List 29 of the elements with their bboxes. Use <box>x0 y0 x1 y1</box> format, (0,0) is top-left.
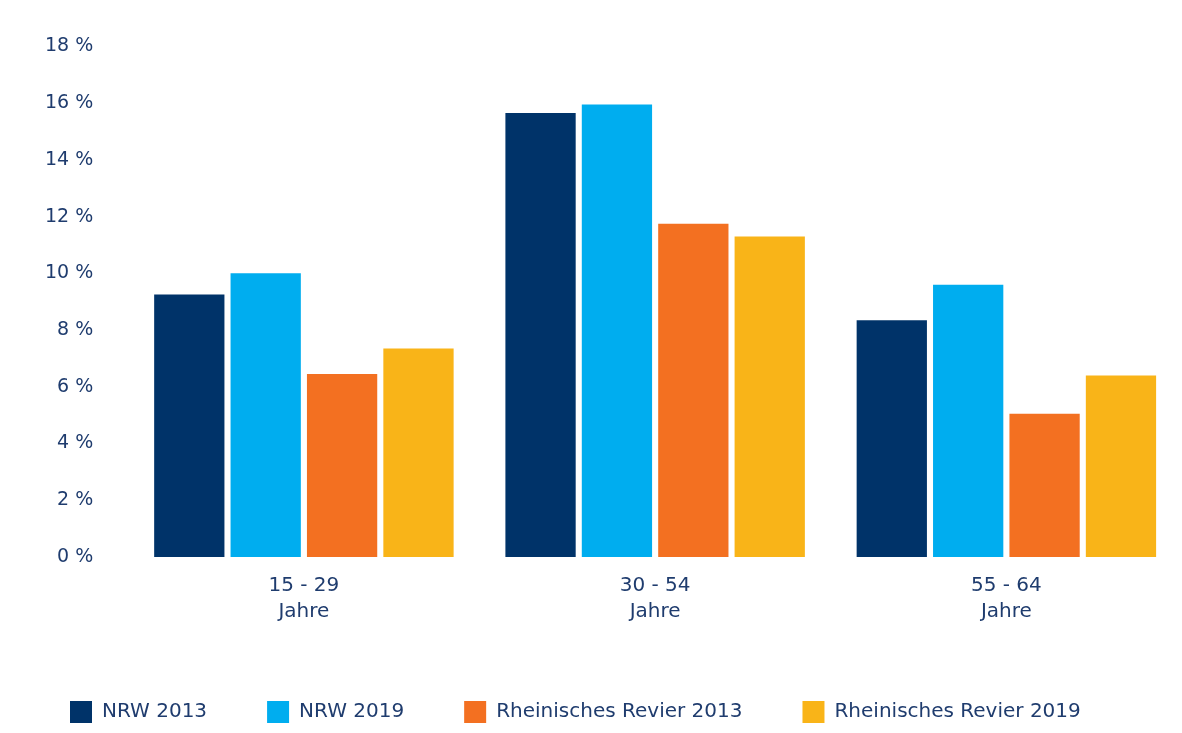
bar <box>230 273 301 557</box>
bar <box>933 284 1004 557</box>
y-tick-label: 18 % <box>44 33 94 56</box>
legend-label: NRW 2013 <box>102 698 208 723</box>
x-tick-label: 30 - 54 Jahre <box>619 572 691 623</box>
y-tick-label: 0 % <box>57 543 94 566</box>
y-tick-label: 4 % <box>57 430 94 453</box>
bar <box>383 348 454 557</box>
y-tick-label: 10 % <box>44 260 94 283</box>
bar <box>581 104 653 557</box>
y-tick-label: 6 % <box>57 373 94 396</box>
y-tick-label: 14 % <box>44 146 94 169</box>
bar <box>856 320 927 557</box>
x-tick-label: 55 - 64 Jahre <box>970 572 1042 623</box>
legend-label: Rheinisches Revier 2013 <box>496 698 743 723</box>
bar <box>505 113 576 557</box>
y-tick-label: 12 % <box>44 203 94 226</box>
y-tick-label: 8 % <box>57 317 94 339</box>
bar <box>1009 413 1080 557</box>
bar <box>734 236 805 557</box>
x-tick-label: 15 - 29 Jahre <box>268 572 340 623</box>
bar <box>658 223 729 557</box>
bar <box>154 294 225 557</box>
y-tick-label: 2 % <box>57 487 94 510</box>
y-tick-label: 16 % <box>44 90 94 113</box>
bar <box>306 374 378 557</box>
bar <box>1085 375 1157 557</box>
legend-label: NRW 2019 <box>299 698 405 723</box>
legend-label: Rheinisches Revier 2019 <box>834 698 1081 723</box>
